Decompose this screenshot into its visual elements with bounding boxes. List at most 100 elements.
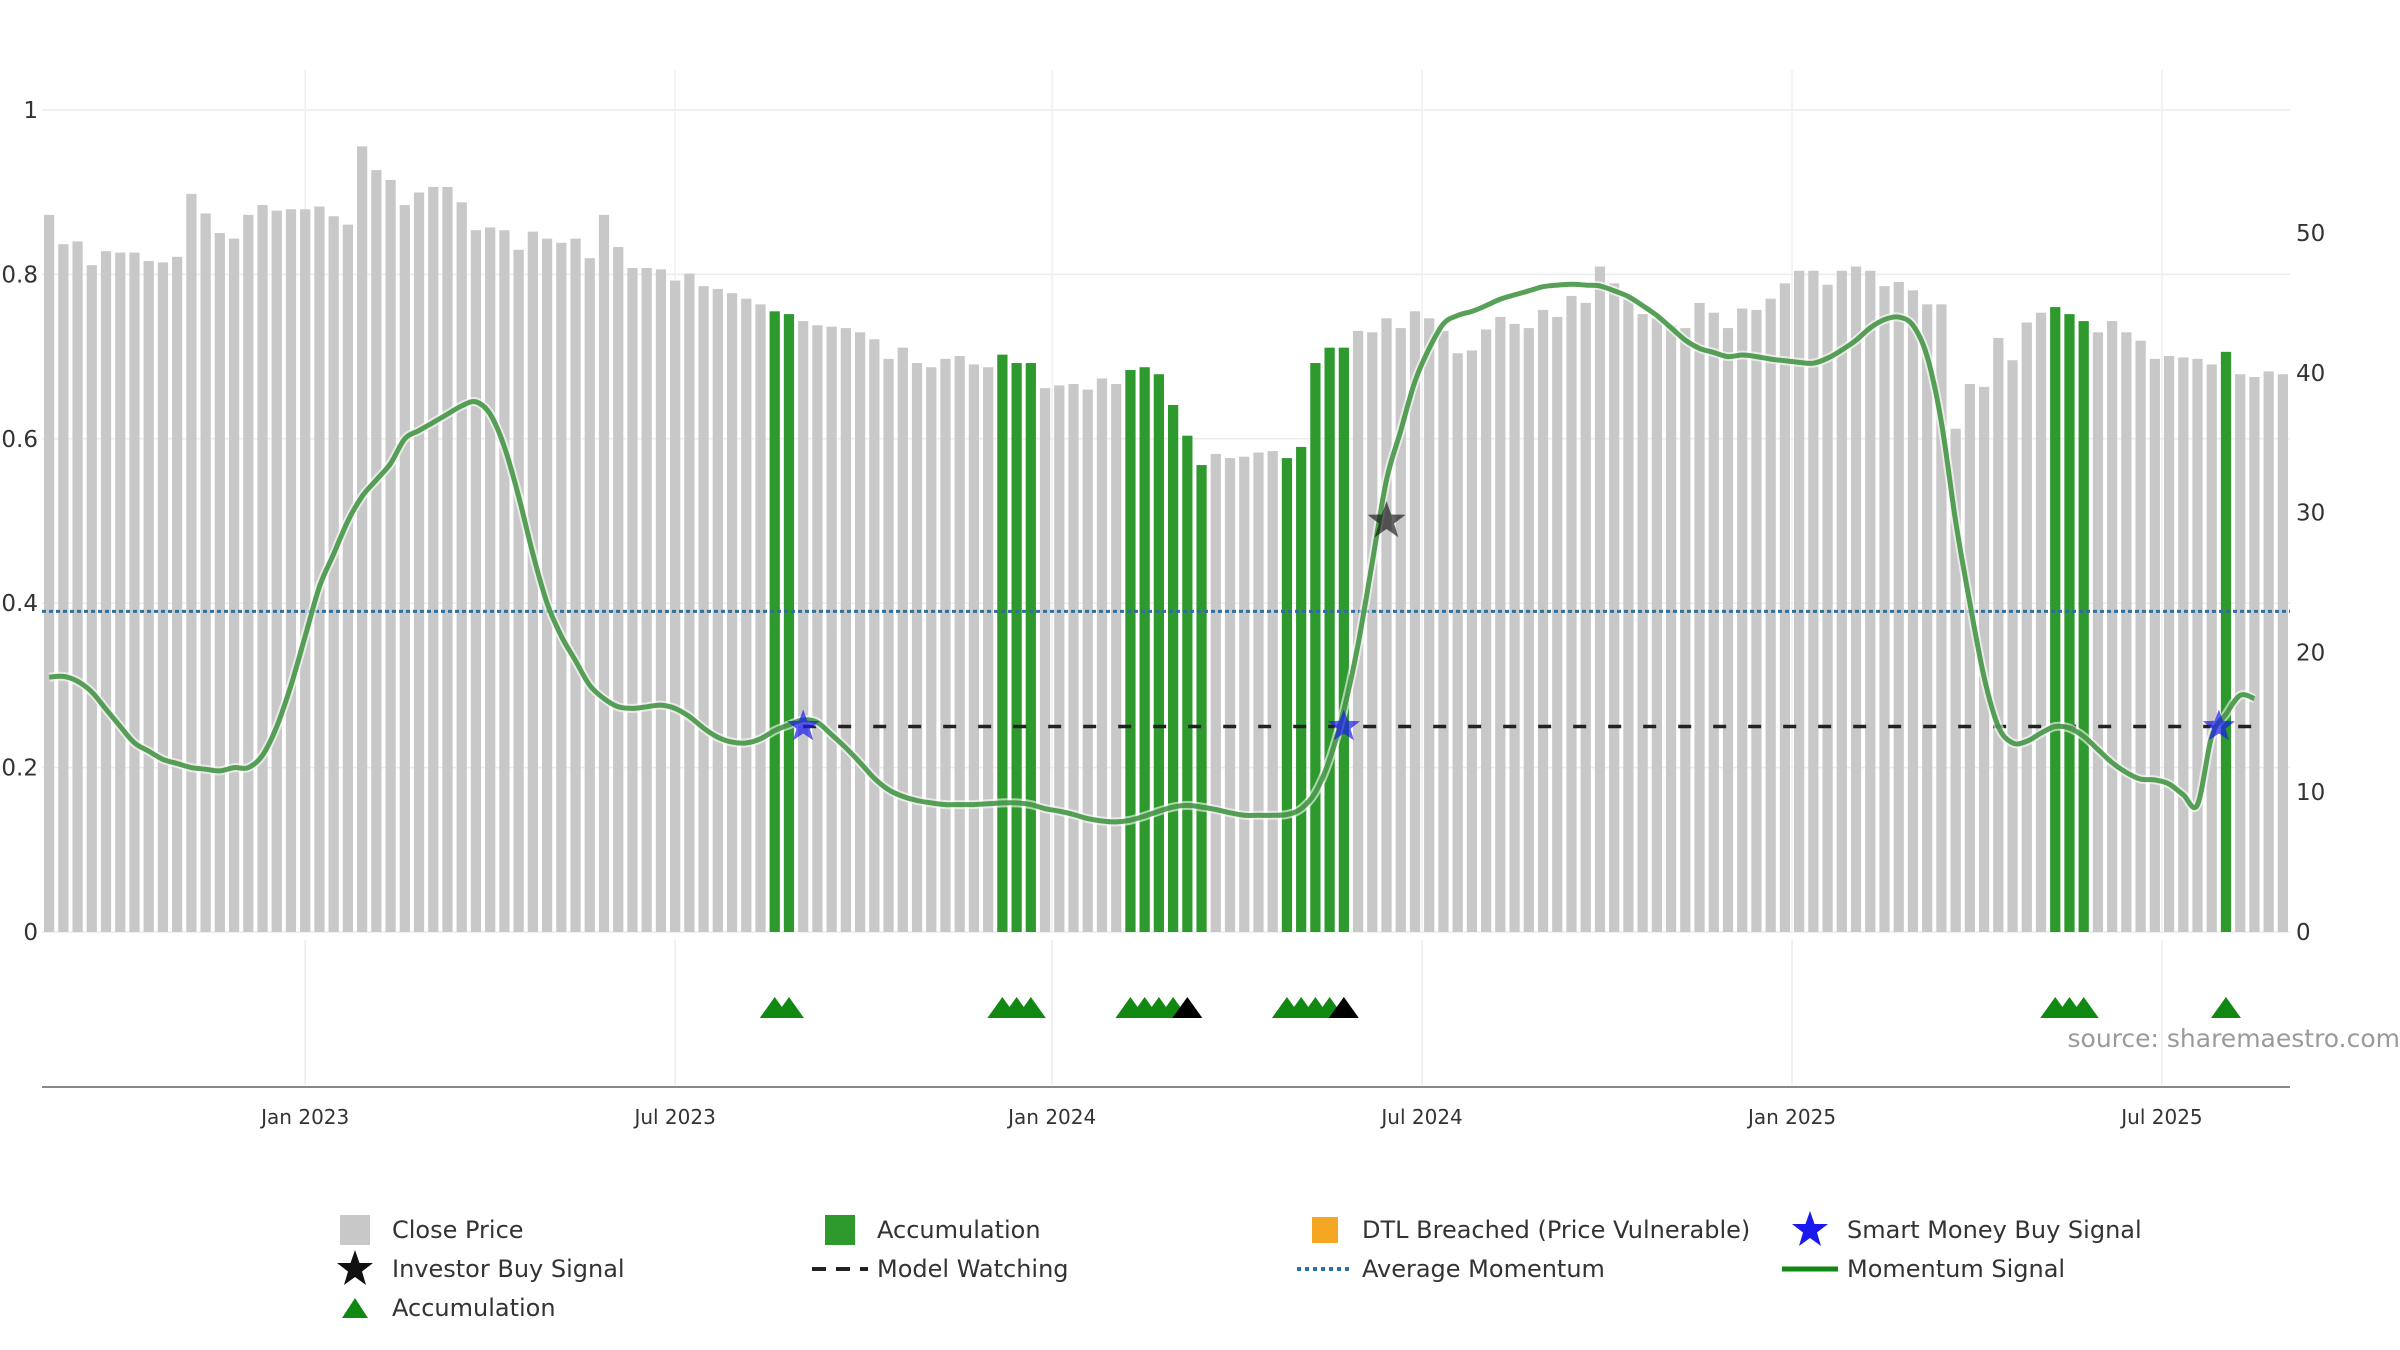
price-bar (1865, 270, 1876, 932)
accumulation-triangle (1328, 997, 1359, 1018)
price-bar (2149, 358, 2160, 933)
y-right-tick-label: 0 (2296, 920, 2311, 946)
accumulation-bar (1324, 347, 1335, 932)
price-bar (1651, 318, 1662, 932)
close-price-swatch-icon (320, 1212, 390, 1248)
price-bar (100, 251, 112, 932)
momentum-signal-line (48, 281, 2256, 825)
price-bar (2163, 356, 2175, 932)
accumulation-bar (1139, 367, 1150, 933)
legend-label: Investor Buy Signal (392, 1254, 625, 1283)
price-bar (485, 227, 496, 932)
price-bar (869, 339, 880, 932)
price-bar (228, 238, 240, 933)
price-bar (1922, 304, 1933, 932)
accumulation-bar (783, 314, 795, 933)
y-right-tick-label: 50 (2296, 221, 2325, 247)
price-bar (129, 252, 140, 933)
legend-label: Close Price (392, 1215, 524, 1244)
dashed-line-icon (805, 1251, 875, 1287)
price-bar (328, 216, 339, 933)
accumulation-bar (1281, 458, 1293, 932)
dtl-breached-swatch-icon (1290, 1212, 1360, 1248)
price-bar (983, 367, 994, 933)
price-bar (584, 258, 595, 932)
price-bar (1950, 428, 1961, 932)
price-bars (43, 146, 2288, 933)
y-left-tick-label: 1 (23, 98, 38, 124)
accumulation-bar (1310, 363, 1321, 932)
y-left-tick-label: 0.4 (1, 591, 38, 617)
accumulation-bar (769, 311, 780, 932)
accumulation-bar (997, 354, 1008, 932)
y-right-tick-label: 40 (2296, 361, 2325, 387)
accumulation-bar-swatch-icon (805, 1212, 875, 1248)
price-bar (1665, 325, 1677, 932)
price-bar (1224, 458, 1236, 932)
accumulation-bar (2220, 351, 2232, 933)
price-bar (556, 242, 567, 932)
price-bar (1566, 295, 1577, 932)
price-bar (2035, 312, 2047, 932)
price-bar (1267, 451, 1278, 932)
price-bar (58, 244, 69, 932)
accumulation-bar (1153, 374, 1164, 933)
x-tick-label: Jan 2023 (259, 1105, 349, 1129)
price-bar (1893, 281, 1904, 932)
price-bar (2107, 321, 2118, 933)
price-bar (1936, 304, 1947, 932)
price-bar (1509, 323, 1520, 932)
price-bar (442, 186, 453, 932)
legend-item-smart-money: Smart Money Buy Signal (1775, 1210, 2220, 1249)
price-bar (755, 304, 766, 932)
price-bar (1438, 330, 1449, 932)
price-bar (1367, 332, 1378, 932)
price-bar (456, 202, 467, 932)
price-bar (243, 214, 254, 933)
price-bar (1039, 388, 1051, 932)
legend: Close Price Accumulation DTL Breached (P… (320, 1210, 2220, 1340)
accumulation-triangle (2068, 997, 2099, 1018)
x-tick-label: Jul 2023 (632, 1105, 715, 1129)
price-bar (2021, 322, 2032, 932)
price-bar (812, 325, 823, 932)
price-bar (1609, 283, 1620, 933)
price-bar (1395, 328, 1406, 933)
accumulation-bar (1196, 465, 1207, 932)
price-bar (1466, 350, 1478, 932)
price-bar (2135, 340, 2146, 932)
price-bar (2178, 357, 2189, 932)
price-bar (86, 265, 97, 932)
price-bar (954, 356, 965, 932)
y-left-tick-label: 0.6 (1, 427, 38, 453)
signal-lines (42, 279, 2290, 827)
price-bar (1495, 316, 1506, 932)
price-bar (72, 241, 83, 932)
price-bar (940, 358, 951, 933)
accumulation-triangle (2210, 997, 2241, 1018)
price-bar (499, 230, 510, 933)
price-bar (314, 206, 325, 932)
accumulation-bar (2064, 314, 2075, 933)
price-bar (1523, 328, 1534, 933)
price-bar (2235, 374, 2246, 933)
price-bar (157, 262, 169, 932)
price-bar (1680, 328, 1691, 933)
price-bar (2206, 364, 2217, 932)
price-bar (698, 286, 709, 932)
accumulation-triangle (1015, 997, 1046, 1018)
price-bar (911, 363, 923, 932)
price-bar (300, 209, 311, 932)
price-bar (1623, 298, 1634, 933)
green-triangle-icon (320, 1290, 390, 1326)
price-bar (1381, 318, 1392, 932)
price-bar (1822, 284, 1833, 932)
price-bar (613, 247, 624, 932)
price-bar (172, 256, 183, 932)
price-bar (271, 210, 282, 932)
price-bar (655, 269, 667, 932)
price-bar (1111, 384, 1122, 932)
x-tick-label: Jul 2025 (2119, 1105, 2202, 1129)
legend-label: Accumulation (877, 1215, 1041, 1244)
accumulation-bar (1338, 347, 1349, 932)
